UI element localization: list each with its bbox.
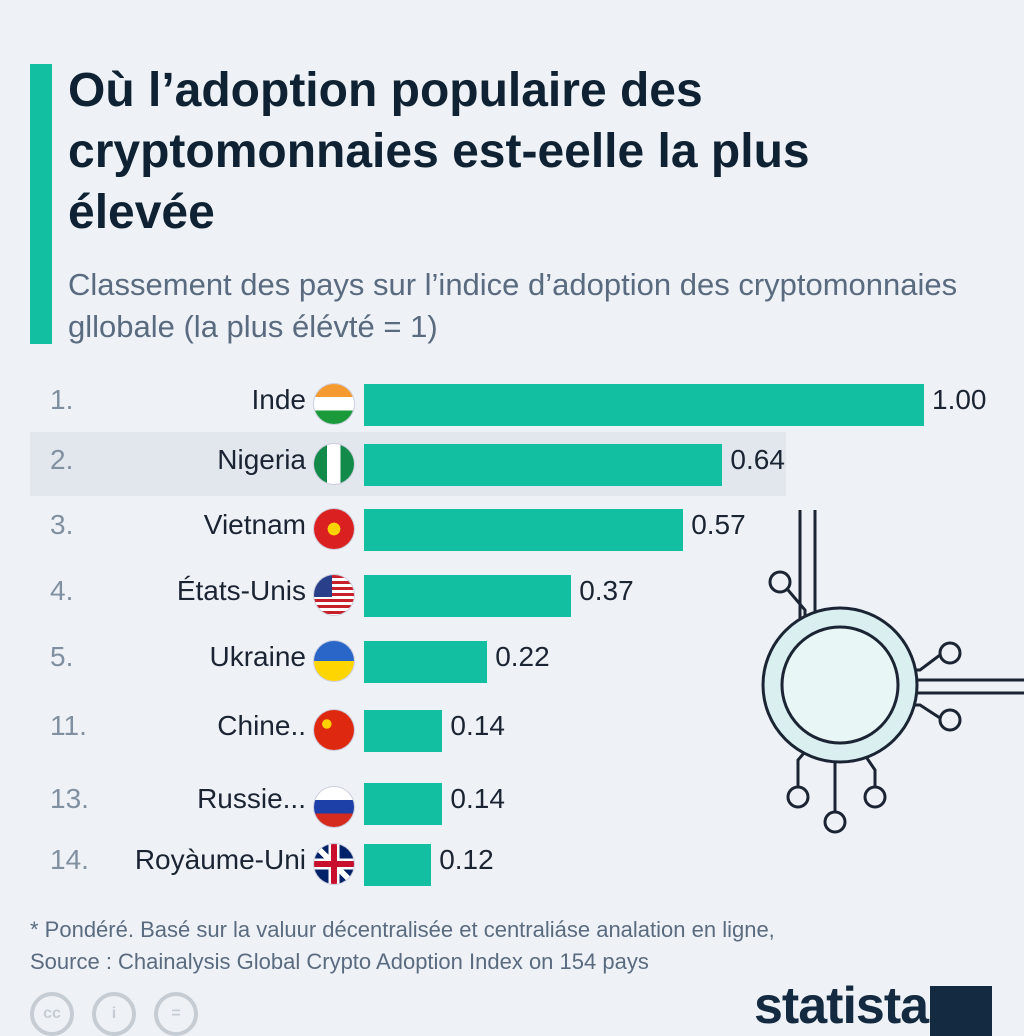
value-label: 0.22 bbox=[495, 641, 550, 672]
value-label: 1.00 bbox=[932, 384, 987, 415]
rank-label: 5. bbox=[50, 641, 74, 672]
bar bbox=[364, 509, 684, 551]
statista-logo: statista bbox=[754, 977, 929, 1035]
value-label: 0.57 bbox=[691, 509, 746, 540]
country-label: États-Unis bbox=[176, 575, 306, 606]
footnote-block: * Pondéré. Basé sur la valuur décentrali… bbox=[30, 914, 775, 978]
india-flag-icon bbox=[314, 384, 354, 424]
value-label: 0.12 bbox=[439, 844, 494, 875]
country-label: Vietnam bbox=[203, 509, 306, 540]
bar-row: 14. Royàume-Uni 0.12 bbox=[0, 836, 1024, 892]
chart-title: Où l’adoption populaire des cryptomonnai… bbox=[68, 64, 810, 239]
bar-row: 3. Vietnam 0.57 bbox=[0, 501, 1024, 557]
vietnam-flag-icon bbox=[314, 509, 354, 549]
value-label: 0.14 bbox=[450, 783, 505, 814]
footnote: * Pondéré. Basé sur la valuur décentrali… bbox=[30, 917, 775, 942]
crypto-illustration-icon bbox=[761, 510, 1024, 834]
nigeria-flag-icon bbox=[314, 444, 354, 484]
rank-label: 11. bbox=[50, 710, 87, 741]
no-derivatives-icon[interactable]: = bbox=[154, 992, 198, 1036]
attribution-icon[interactable]: i bbox=[92, 992, 136, 1036]
country-label: Chine.. bbox=[217, 710, 306, 741]
bar bbox=[364, 384, 924, 426]
bar bbox=[364, 844, 432, 886]
rank-label: 4. bbox=[50, 575, 74, 606]
bar bbox=[364, 710, 443, 752]
bar-row: 2. Nigeria 0.64 bbox=[0, 432, 1024, 496]
bar-row: 4. États-Unis 0.37 bbox=[0, 567, 1024, 623]
bar-row: 5. Ukraine 0.22 bbox=[0, 633, 1024, 689]
bar bbox=[364, 444, 723, 486]
bar bbox=[364, 641, 488, 683]
rank-label: 13. bbox=[50, 783, 89, 814]
rank-label: 14. bbox=[50, 844, 89, 875]
cc-icon[interactable]: cc bbox=[30, 992, 74, 1036]
russia-flag-icon bbox=[314, 787, 354, 827]
uk-flag-icon bbox=[314, 844, 354, 884]
chart-subtitle: Classement des pays sur l’indice d’adopt… bbox=[68, 267, 958, 344]
ukraine-flag-icon bbox=[314, 641, 354, 681]
country-label: Royàume-Uni bbox=[134, 844, 306, 875]
country-label: Russie... bbox=[197, 783, 306, 814]
rank-label: 1. bbox=[50, 384, 74, 415]
country-label: Nigeria bbox=[217, 444, 306, 475]
china-flag-icon bbox=[314, 710, 354, 750]
bar-row: 1. Inde 1.00 bbox=[0, 376, 1024, 432]
value-label: 0.64 bbox=[730, 444, 785, 475]
rank-label: 3. bbox=[50, 509, 74, 540]
statista-logo-mark-icon bbox=[930, 986, 992, 1036]
value-label: 0.14 bbox=[450, 710, 505, 741]
bar-row: 11. Chine.. 0.14 bbox=[0, 702, 1024, 758]
accent-bar bbox=[30, 64, 52, 344]
value-label: 0.37 bbox=[579, 575, 634, 606]
bar-row: 13. Russie... 0.14 bbox=[0, 775, 1024, 831]
country-label: Ukraine bbox=[209, 641, 306, 672]
usa-flag-icon bbox=[314, 575, 354, 615]
rank-label: 2. bbox=[50, 444, 74, 475]
bar bbox=[364, 783, 443, 825]
bar bbox=[364, 575, 572, 617]
source: Source : Chainalysis Global Crypto Adopt… bbox=[30, 949, 649, 974]
country-label: Inde bbox=[251, 384, 307, 415]
